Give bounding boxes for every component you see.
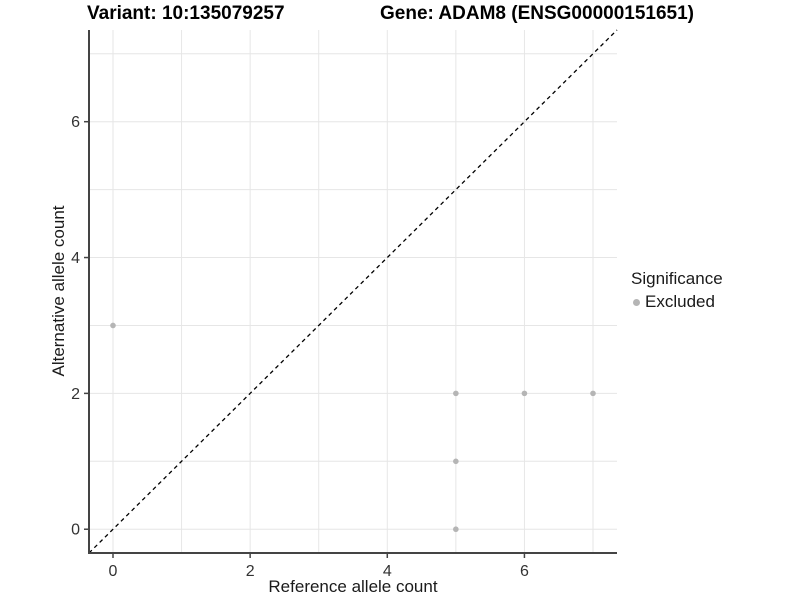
x-tick-label: 4 — [383, 563, 392, 580]
data-point — [453, 526, 459, 533]
y-tick-label: 0 — [71, 522, 80, 539]
x-tick-label: 6 — [520, 563, 529, 580]
variant-title: Variant: 10:135079257 — [87, 3, 285, 24]
x-tick-label: 0 — [109, 563, 118, 580]
gene-title: Gene: ADAM8 (ENSG00000151651) — [380, 3, 694, 24]
x-tick-label: 2 — [246, 563, 255, 580]
legend: Significance Excluded — [631, 269, 723, 312]
legend-entry-label: Excluded — [645, 292, 715, 311]
x-axis-title: Reference allele count — [268, 577, 438, 596]
y-tick-label: 6 — [71, 114, 80, 131]
legend-title: Significance — [631, 269, 723, 288]
excluded-point-icon — [633, 298, 640, 306]
data-point — [453, 458, 459, 465]
data-point — [110, 322, 116, 329]
data-point — [590, 390, 596, 397]
y-axis-title: Alternative allele count — [49, 205, 68, 377]
identity-dashed-line — [88, 29, 618, 554]
y-tick-label: 4 — [71, 250, 80, 267]
data-point — [521, 390, 528, 397]
data-point — [453, 390, 459, 397]
y-tick-label: 2 — [71, 386, 80, 403]
legend-entry-excluded: Excluded — [633, 292, 723, 312]
